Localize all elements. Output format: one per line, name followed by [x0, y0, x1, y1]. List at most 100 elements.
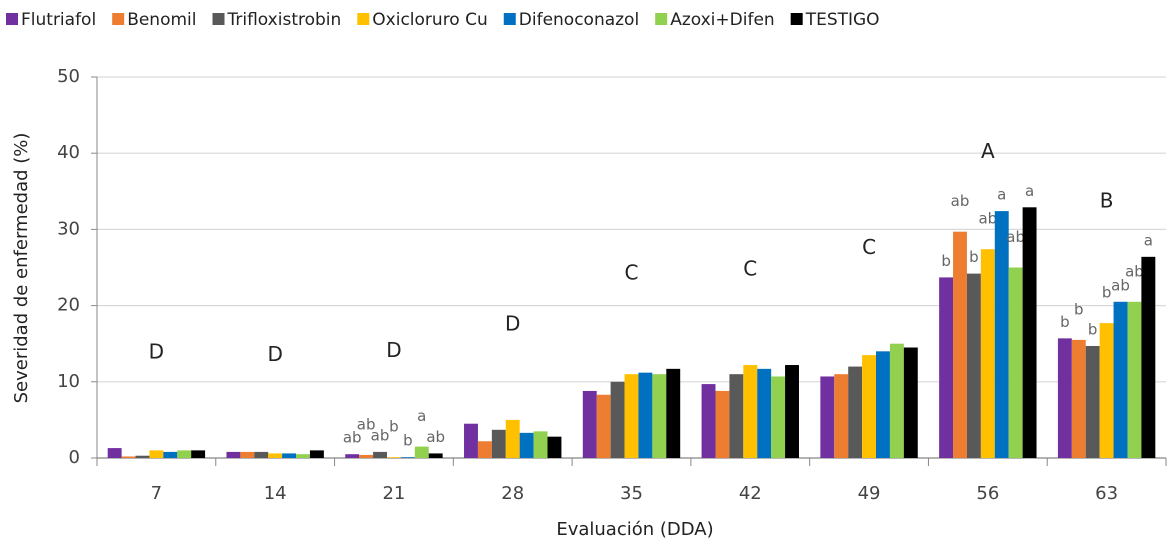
- bar: [1071, 339, 1086, 458]
- bar-letter: a: [417, 407, 426, 425]
- x-tick-label: 14: [264, 483, 287, 504]
- bar: [1099, 323, 1114, 458]
- x-tick-label: 49: [858, 483, 881, 504]
- bar: [785, 365, 799, 458]
- bar: [1022, 207, 1037, 458]
- bar-letter: ab: [426, 428, 445, 446]
- bar: [386, 457, 401, 458]
- bar: [1113, 301, 1128, 458]
- bar-letter: ab: [1006, 228, 1025, 246]
- bar-letter: ab: [1111, 276, 1130, 294]
- bar: [876, 351, 890, 458]
- bar-letter: b: [1074, 300, 1084, 318]
- legend-label: Benomil: [127, 10, 196, 30]
- bar-letter: ab: [357, 415, 376, 433]
- legend-label: Flutriafol: [21, 10, 96, 30]
- bar: [533, 431, 548, 458]
- bar-letter: a: [997, 186, 1006, 204]
- y-tick-label: 20: [57, 295, 80, 316]
- bar: [652, 374, 667, 458]
- bar: [624, 374, 639, 458]
- x-tick-label: 35: [620, 483, 643, 504]
- legend-label: TESTIGO: [805, 10, 880, 30]
- y-tick-label: 0: [69, 447, 80, 468]
- bar: [638, 372, 653, 458]
- bar: [428, 453, 443, 458]
- bar: [491, 429, 506, 458]
- bar: [771, 376, 786, 458]
- legend-label: Difenoconazol: [519, 10, 639, 30]
- bar-letter: ab: [951, 192, 970, 210]
- legend-label: Trifloxistrobin: [227, 10, 342, 30]
- bar: [743, 365, 758, 458]
- x-tick-label: 42: [739, 483, 762, 504]
- legend-swatch: [6, 13, 18, 25]
- legend-label: Oxicloruro Cu: [372, 10, 487, 30]
- bar: [1085, 345, 1100, 458]
- bar: [149, 450, 164, 458]
- x-tick-label: 63: [1095, 483, 1118, 504]
- bar-letter: ab: [343, 429, 362, 447]
- group-letter: C: [862, 235, 876, 259]
- bar: [939, 277, 954, 458]
- x-tick-label: 21: [382, 483, 405, 504]
- bar: [610, 381, 625, 458]
- group-letter: C: [743, 257, 757, 281]
- bar: [729, 374, 744, 458]
- x-tick-label: 56: [976, 483, 999, 504]
- bar: [980, 249, 995, 458]
- bar-letter: b: [389, 418, 399, 436]
- bar-letter: ab: [1125, 262, 1144, 280]
- bar: [309, 450, 324, 458]
- group-letter: A: [981, 139, 995, 163]
- bar: [268, 453, 283, 458]
- group-letter: D: [267, 342, 282, 366]
- bar: [414, 446, 429, 458]
- bar: [254, 451, 269, 458]
- bar: [1141, 256, 1156, 458]
- bar: [862, 355, 877, 458]
- bar: [889, 343, 904, 458]
- legend-swatch: [112, 13, 125, 25]
- bar-letter: b: [1060, 313, 1070, 331]
- bar: [191, 450, 206, 458]
- bar: [135, 455, 150, 458]
- bar: [163, 451, 178, 458]
- bar: [701, 384, 716, 458]
- bar: [1008, 267, 1023, 458]
- bar: [121, 456, 136, 458]
- legend-swatch: [655, 13, 668, 25]
- bar: [177, 450, 192, 458]
- bar-letter: ab: [978, 210, 997, 228]
- bar: [666, 368, 681, 458]
- group-letter: D: [149, 340, 164, 364]
- bar-letter: b: [941, 252, 951, 270]
- y-axis-label: Severidad de enfermedad (%): [11, 133, 32, 404]
- bar: [547, 436, 562, 458]
- bar: [226, 451, 241, 458]
- bar: [757, 368, 772, 458]
- bar: [505, 419, 520, 458]
- legend-swatch: [357, 13, 370, 25]
- legend-swatch: [212, 13, 225, 25]
- bar: [519, 432, 534, 458]
- x-axis-label: Evaluación (DDA): [556, 519, 713, 540]
- bar: [715, 390, 730, 458]
- bar: [359, 454, 374, 458]
- bar: [464, 423, 478, 458]
- legend-swatch: [790, 13, 803, 25]
- bar: [820, 376, 835, 458]
- bar: [296, 454, 310, 458]
- bar-letter: ab: [371, 426, 390, 444]
- bar: [240, 451, 255, 458]
- bar: [966, 273, 981, 458]
- bar: [582, 390, 597, 458]
- bar: [596, 394, 611, 458]
- legend-label: Azoxi+Difen: [670, 10, 775, 30]
- bar: [345, 454, 360, 458]
- bar: [1127, 301, 1142, 458]
- x-tick-label: 7: [151, 483, 162, 504]
- bar: [903, 347, 918, 458]
- bar: [107, 448, 122, 458]
